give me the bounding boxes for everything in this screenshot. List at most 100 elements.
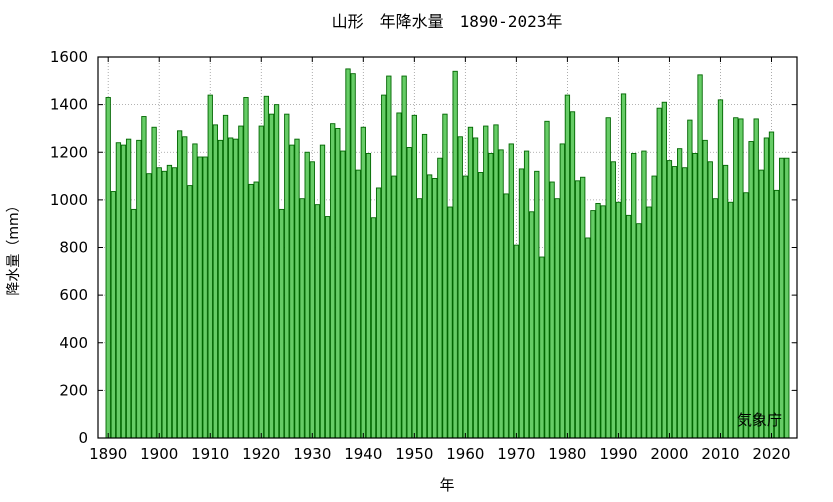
bar-1985	[590, 210, 596, 439]
bar-1894	[125, 138, 132, 439]
x-axis-label: 年	[439, 476, 454, 494]
bar-1935	[335, 127, 341, 439]
bar-1917	[243, 97, 249, 439]
bar-1972	[523, 150, 530, 439]
bar-1951	[416, 198, 423, 439]
bar-1963	[478, 172, 484, 439]
bar-1911	[212, 124, 218, 439]
bar-1929	[304, 151, 310, 439]
bar-1995	[641, 150, 647, 439]
y-tick-label: 1000	[50, 191, 88, 209]
bar-1990	[615, 201, 622, 439]
bar-2010	[717, 99, 724, 439]
bar-1934	[330, 123, 336, 439]
bar-2002	[677, 148, 683, 439]
y-tick-label: 1600	[50, 48, 88, 66]
y-tick-label: 200	[59, 381, 88, 399]
bar-1994	[636, 223, 642, 439]
bar-2005	[692, 152, 698, 439]
x-tick-label: 1980	[548, 445, 586, 463]
x-tick-label: 2020	[752, 445, 790, 463]
bar-1952	[421, 133, 428, 439]
bar-1954	[432, 177, 438, 439]
source-note: 気象庁	[737, 411, 782, 429]
bar-1948	[401, 75, 407, 439]
x-tick-label: 1940	[344, 445, 382, 463]
bar-1914	[228, 137, 234, 439]
bar-2022	[779, 157, 785, 439]
bar-2007	[702, 139, 708, 439]
bar-1892	[115, 142, 122, 439]
bar-1996	[646, 206, 652, 439]
bar-2006	[697, 74, 703, 439]
bar-1955	[437, 157, 443, 439]
bar-1905	[182, 136, 188, 439]
x-tick-label: 1910	[191, 445, 229, 463]
bar-2008	[707, 161, 713, 439]
bar-1979	[559, 143, 565, 439]
bar-1919	[253, 181, 259, 439]
bar-1965	[488, 152, 494, 439]
bar-1988	[605, 117, 611, 439]
bar-1902	[166, 164, 173, 439]
bar-1906	[187, 185, 193, 439]
bar-1941	[365, 152, 372, 439]
bar-1918	[248, 183, 254, 439]
bar-1903	[171, 167, 178, 439]
bar-1999	[661, 101, 667, 439]
bar-1949	[406, 147, 412, 439]
bar-2023	[784, 157, 790, 439]
bar-1970	[513, 244, 520, 439]
axis-ticks: 0 200 400 600 800 1000 1200 1400 1600 1890 1900 191…	[50, 48, 797, 463]
bar-1966	[493, 124, 499, 439]
bar-2000	[666, 160, 673, 439]
bar-1923	[273, 104, 280, 439]
bar-1960	[462, 175, 469, 439]
bar-1901	[161, 170, 167, 439]
bar-1962	[472, 137, 479, 439]
bar-1991	[620, 93, 627, 439]
bar-1930	[309, 161, 315, 439]
bar-1936	[340, 150, 346, 439]
bar-1959	[457, 136, 463, 439]
bar-1915	[233, 138, 239, 439]
bar-1931	[314, 204, 321, 439]
bar-2017	[753, 118, 759, 439]
bar-1957	[447, 206, 453, 439]
bar-1983	[580, 176, 586, 439]
bar-2011	[722, 164, 729, 439]
bar-1978	[554, 198, 560, 439]
x-tick-label: 1890	[89, 445, 127, 463]
x-tick-label: 1920	[242, 445, 280, 463]
y-tick-label: 1400	[50, 96, 88, 114]
bar-1992	[625, 214, 632, 439]
bar-1939	[355, 169, 361, 439]
bar-1932	[319, 144, 326, 439]
chart-title: 山形 年降水量 1890-2023年	[332, 12, 563, 31]
bar-1922	[268, 113, 275, 439]
bar-1904	[176, 130, 183, 439]
bar-1920	[258, 125, 264, 439]
bar-1898	[146, 173, 152, 439]
bar-1937	[345, 68, 351, 439]
x-tick-label: 1970	[497, 445, 535, 463]
bar-1944	[381, 94, 387, 439]
bar-1927	[294, 138, 300, 439]
bar-1913	[222, 114, 229, 439]
bar-1924	[279, 208, 285, 439]
y-tick-label: 800	[59, 239, 88, 257]
bar-1971	[518, 168, 525, 439]
x-tick-label: 1960	[446, 445, 484, 463]
y-tick-label: 400	[59, 334, 88, 352]
bar-1977	[549, 181, 555, 439]
bar-2021	[773, 189, 780, 439]
bar-1916	[238, 125, 244, 439]
bar-2009	[712, 198, 719, 439]
bar-1893	[120, 144, 127, 439]
bar-1940	[360, 126, 366, 439]
bar-1981	[569, 111, 576, 439]
bar-1964	[483, 125, 489, 439]
bar-1896	[136, 139, 142, 439]
bar-1890	[105, 97, 111, 439]
